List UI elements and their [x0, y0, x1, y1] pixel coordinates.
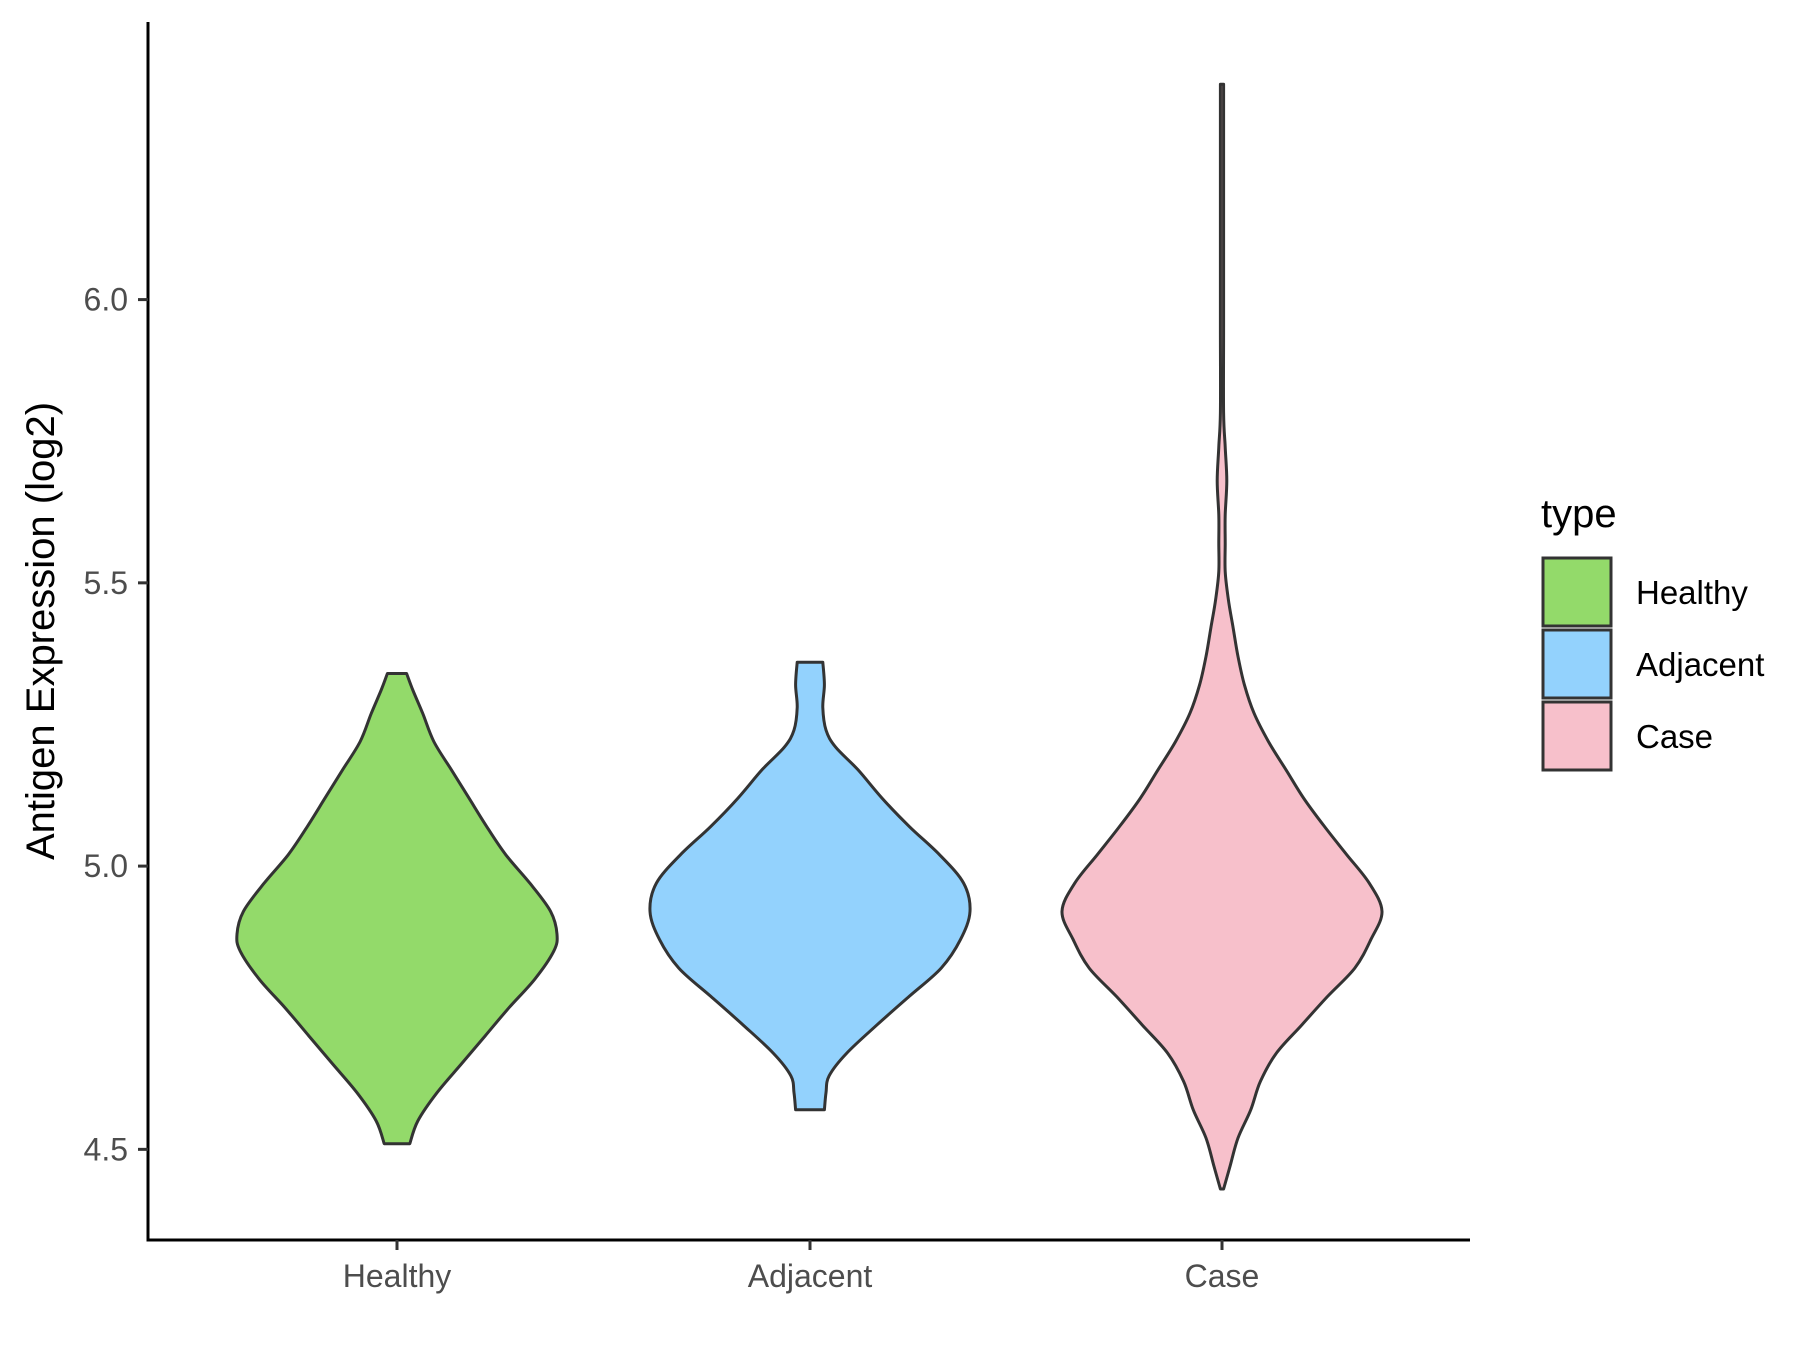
- y-tick-label: 5.5: [84, 565, 128, 601]
- legend: type Healthy Adjacent Case: [1541, 492, 1764, 772]
- legend-swatch-healthy: [1541, 556, 1613, 628]
- violin-case: [1060, 82, 1384, 1191]
- y-ticks: 4.5 5.0 5.5 6.0: [84, 282, 148, 1167]
- legend-swatch-case: [1541, 700, 1613, 772]
- violin-adjacent: [648, 660, 972, 1112]
- legend-swatch-adjacent: [1541, 628, 1613, 700]
- y-tick-label: 6.0: [84, 282, 128, 318]
- legend-label-adjacent: Adjacent: [1636, 646, 1764, 683]
- legend-title: type: [1541, 492, 1617, 536]
- x-tick-label: Healthy: [343, 1258, 452, 1294]
- x-tick-label: Case: [1185, 1258, 1260, 1294]
- x-ticks: Healthy Adjacent Case: [343, 1240, 1260, 1294]
- x-tick-label: Adjacent: [748, 1258, 873, 1294]
- violin-healthy: [235, 672, 559, 1146]
- axes: [146, 22, 1470, 1242]
- y-tick-label: 5.0: [84, 848, 128, 884]
- legend-label-healthy: Healthy: [1636, 574, 1748, 611]
- violins: [235, 82, 1384, 1191]
- legend-label-case: Case: [1636, 718, 1713, 755]
- y-tick-label: 4.5: [84, 1131, 128, 1167]
- y-axis-title: Antigen Expression (log2): [19, 402, 63, 860]
